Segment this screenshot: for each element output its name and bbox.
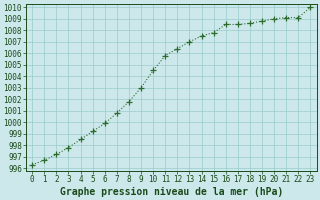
X-axis label: Graphe pression niveau de la mer (hPa): Graphe pression niveau de la mer (hPa): [60, 186, 283, 197]
